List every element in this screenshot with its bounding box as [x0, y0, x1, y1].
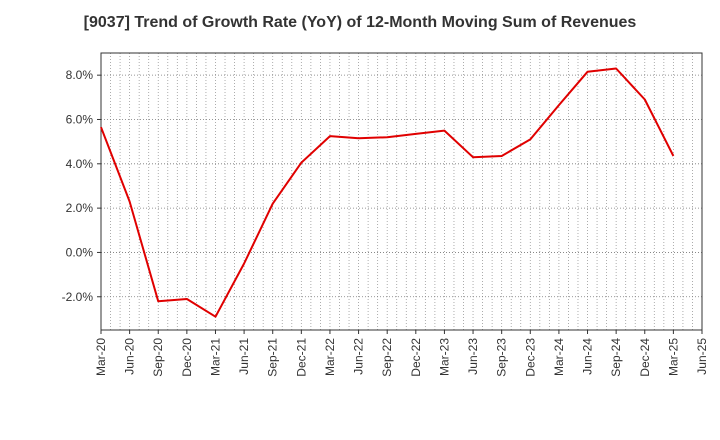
plot-area [101, 53, 702, 330]
x-tick-label: Sep-24 [609, 338, 623, 377]
x-tick-label: Dec-21 [294, 338, 308, 377]
y-tick-label: 0.0% [66, 245, 94, 259]
x-tick-label: Mar-21 [208, 338, 222, 376]
x-tick-label: Mar-20 [94, 338, 108, 376]
x-tick-label: Jun-24 [581, 338, 595, 375]
x-tick-label: Jun-25 [695, 338, 709, 375]
x-tick-label: Dec-24 [638, 338, 652, 377]
y-tick-label: 6.0% [66, 112, 94, 126]
x-tick-label: Jun-21 [237, 338, 251, 375]
x-tick-label: Sep-20 [151, 338, 165, 377]
x-tick-label: Dec-23 [523, 338, 537, 377]
chart-title: [9037] Trend of Growth Rate (YoY) of 12-… [83, 14, 637, 31]
x-tick-label: Jun-22 [352, 338, 366, 375]
x-tick-label: Mar-22 [323, 338, 337, 376]
y-tick-label: -2.0% [62, 290, 94, 304]
x-tick-label: Jun-20 [123, 338, 137, 375]
plot-frame [100, 52, 703, 331]
x-tick-label: Mar-25 [666, 338, 680, 376]
series-line [100, 67, 675, 318]
y-tick-label: 8.0% [66, 68, 94, 82]
y-tick-label: 4.0% [66, 157, 94, 171]
x-tick-label: Sep-21 [266, 338, 280, 377]
y-tick-label: 2.0% [66, 201, 94, 215]
x-tick-label: Dec-20 [180, 338, 194, 377]
x-tick-label: Mar-23 [437, 338, 451, 376]
x-tick-label: Mar-24 [552, 338, 566, 376]
x-tick-label: Jun-23 [466, 338, 480, 375]
x-tick-label: Sep-23 [495, 338, 509, 377]
x-tick-label: Sep-22 [380, 338, 394, 377]
x-tick-label: Dec-22 [409, 338, 423, 377]
